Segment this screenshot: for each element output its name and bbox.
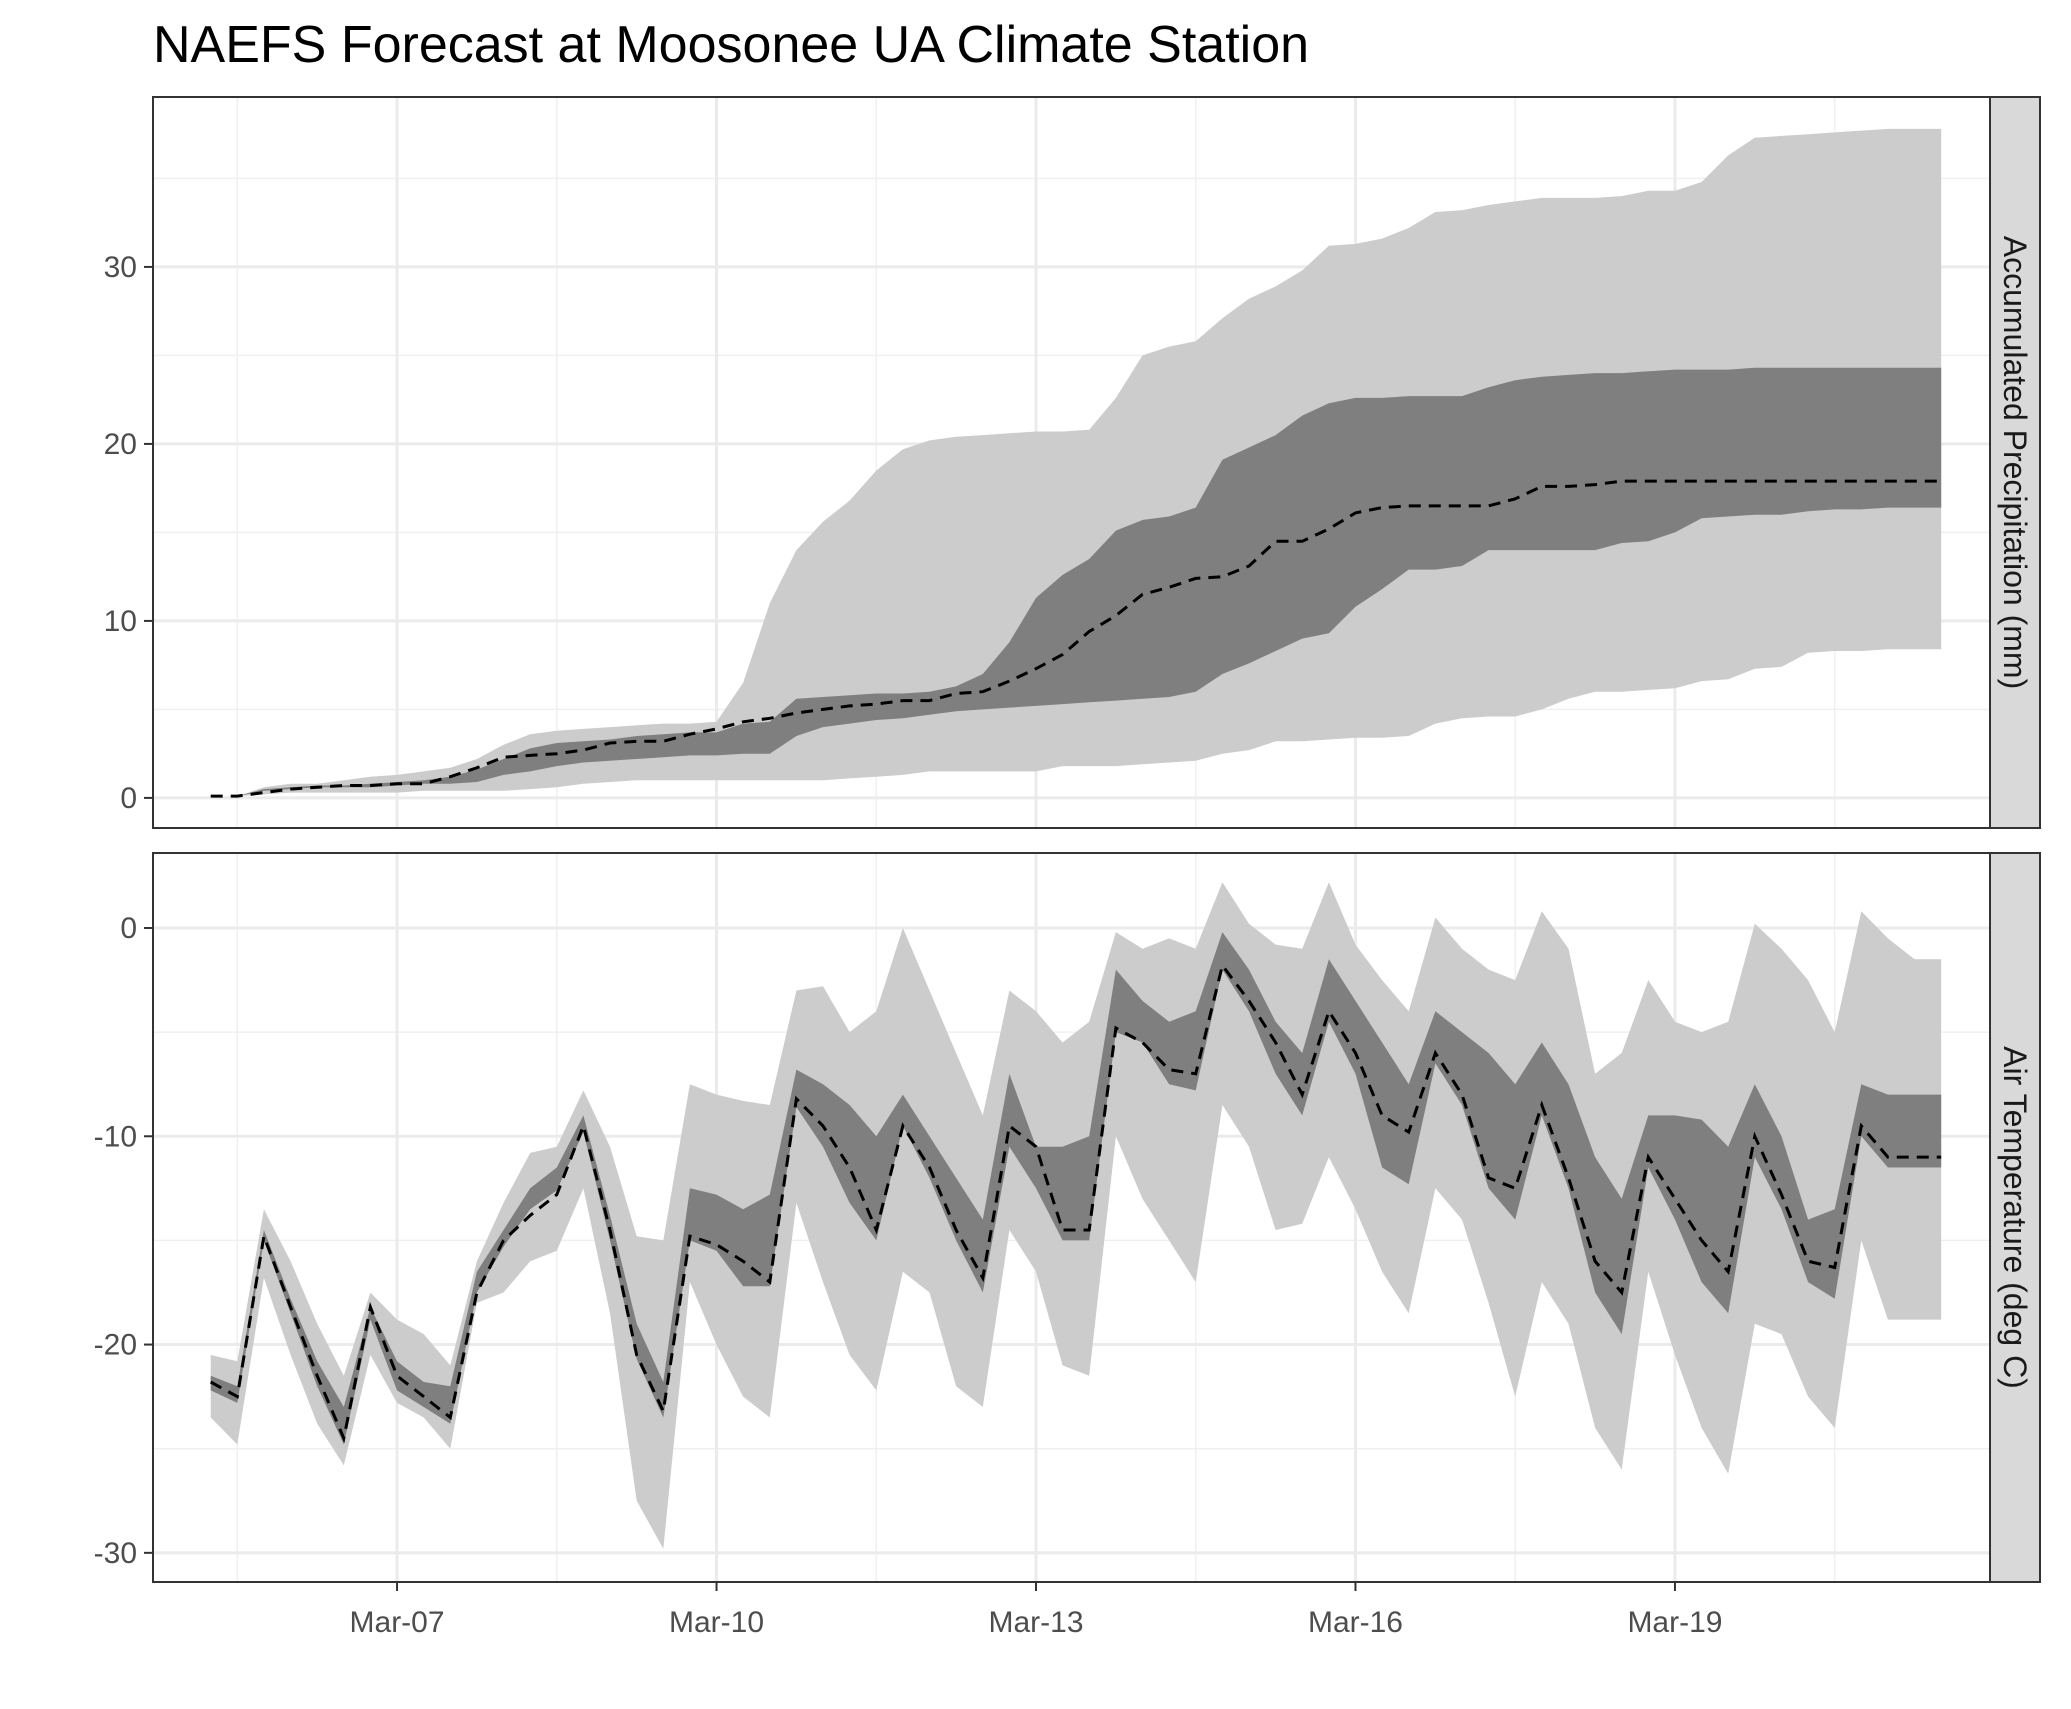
median-line <box>210 479 1942 798</box>
y-tick-label: -20 <box>94 1329 137 1362</box>
x-tick-label: Mar-07 <box>350 1606 445 1639</box>
inner-range-band <box>210 367 1942 798</box>
y-tick-label: 20 <box>104 428 137 461</box>
y-tick-label: 10 <box>104 605 137 638</box>
facet-strip <box>1989 852 2041 1583</box>
facet-strip-label: Air Temperature (deg C) <box>1997 1046 2033 1389</box>
panel-temperature: 0 -10 -20 -30 Air Temperature (deg C) <box>94 852 2041 1583</box>
y-tick-label: 0 <box>120 782 137 815</box>
median-line <box>209 962 1942 1444</box>
x-tick-label: Mar-19 <box>1627 1606 1722 1639</box>
facet-strip <box>1989 96 2041 829</box>
y-tick-label: -10 <box>94 1120 137 1153</box>
x-axis: Mar-07 Mar-10 Mar-13 Mar-16 Mar-19 <box>350 1582 1722 1639</box>
x-tick-label: Mar-13 <box>988 1606 1083 1639</box>
inner-range-band <box>210 932 1942 1445</box>
y-tick-label: 0 <box>120 912 137 945</box>
panel-precipitation: 0 10 20 30 Accumulated Precipitation (mm) <box>104 96 2041 829</box>
y-tick-label: 30 <box>104 251 137 284</box>
outer-range-band <box>210 128 1942 798</box>
x-tick-label: Mar-16 <box>1308 1606 1403 1639</box>
x-tick-label: Mar-10 <box>669 1606 764 1639</box>
facet-strip-label: Accumulated Precipitation (mm) <box>1997 236 2033 689</box>
chart-title: NAEFS Forecast at Moosonee UA Climate St… <box>153 16 1309 74</box>
y-tick-label: -30 <box>94 1537 137 1570</box>
